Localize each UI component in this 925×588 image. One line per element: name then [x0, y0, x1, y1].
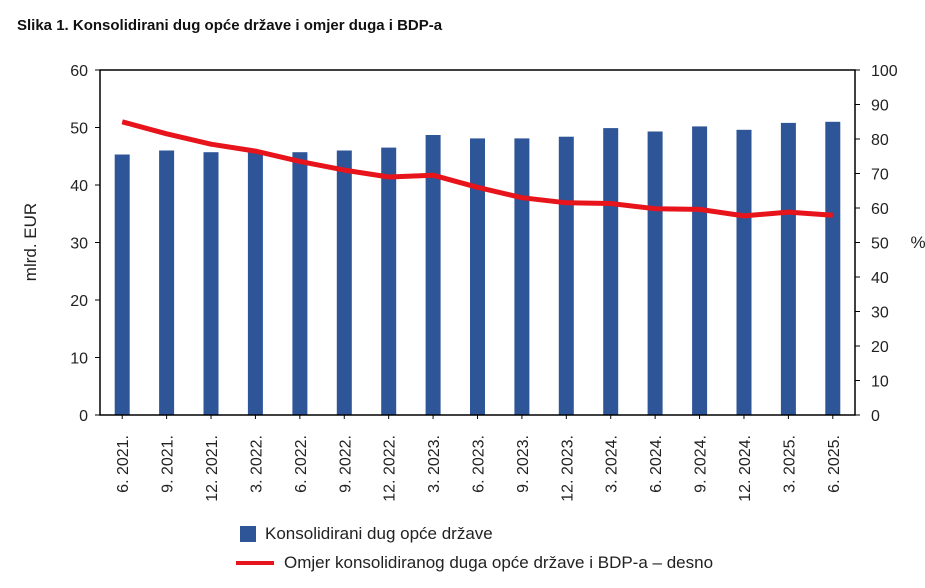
x-tick-label: 6. 2024.	[648, 435, 665, 493]
y-tick-label: 30	[70, 236, 88, 253]
x-tick-label: 12. 2024.	[737, 435, 754, 502]
y-axis-title: mlrd. EUR	[21, 203, 40, 281]
x-tick-label: 3. 2023.	[426, 435, 443, 493]
bar	[558, 136, 574, 415]
bar	[159, 150, 175, 415]
x-tick-label: 9. 2022.	[337, 435, 354, 493]
y2-tick-label: 0	[871, 408, 880, 425]
y2-tick-label: 80	[871, 132, 889, 149]
y-tick-label: 40	[70, 178, 88, 195]
y2-tick-label: 20	[871, 339, 889, 356]
bar	[514, 138, 530, 415]
bar	[425, 135, 441, 415]
chart-title: Slika 1. Konsolidirani dug opće države i…	[17, 17, 443, 34]
y2-tick-label: 50	[871, 236, 889, 253]
bar	[736, 129, 752, 416]
bar	[647, 131, 663, 415]
x-tick-label: 6. 2021.	[115, 435, 132, 493]
bar	[692, 126, 708, 416]
y-tick-label: 50	[70, 121, 88, 138]
bar	[114, 154, 130, 415]
line-series-ratio	[121, 119, 833, 219]
y2-tick-label: 70	[871, 167, 889, 184]
bar	[470, 138, 485, 415]
legend-item-ratio: Omjer konsolidiranog duga opće države i …	[236, 551, 714, 574]
bar	[203, 152, 219, 415]
x-tick-label: 12. 2021.	[204, 435, 221, 502]
x-tick-label: 3. 2025.	[781, 435, 798, 493]
bar	[381, 147, 397, 415]
y-tick-label: 20	[70, 293, 88, 310]
y2-tick-label: 30	[871, 305, 889, 322]
y2-tick-label: 100	[871, 63, 898, 80]
x-tick-label: 3. 2022.	[248, 435, 265, 493]
x-tick-label: 9. 2021.	[160, 435, 177, 493]
x-tick-label: 9. 2023.	[515, 435, 532, 493]
y2-tick-label: 10	[871, 374, 889, 391]
x-tick-label: 12. 2023.	[559, 435, 576, 502]
legend-label-debt: Konsolidirani dug opće države	[265, 523, 493, 543]
legend-swatch-line	[236, 560, 274, 565]
y2-tick-label: 60	[871, 201, 889, 218]
x-tick-label: 9. 2024.	[693, 435, 710, 493]
x-tick-label: 12. 2022.	[382, 435, 399, 502]
bar	[247, 151, 263, 415]
legend-item-debt: Konsolidirani dug opće države	[240, 522, 713, 545]
y-tick-label: 60	[70, 63, 88, 80]
x-tick-label: 6. 2023.	[471, 435, 488, 493]
bar	[292, 152, 308, 415]
legend: Konsolidirani dug opće države Omjer kons…	[236, 522, 714, 580]
y2-axis-title: %	[910, 233, 925, 252]
y-tick-label: 0	[79, 408, 88, 425]
y-tick-label: 10	[70, 351, 88, 368]
legend-swatch-bar	[240, 525, 256, 542]
bar	[825, 121, 841, 416]
y2-tick-label: 40	[871, 270, 889, 287]
x-tick-label: 6. 2022.	[293, 435, 310, 493]
bar	[336, 150, 352, 415]
x-tick-label: 3. 2024.	[604, 435, 621, 493]
x-tick-label: 6. 2025.	[826, 435, 843, 493]
y2-tick-label: 90	[871, 98, 889, 115]
bar	[603, 128, 619, 415]
bar	[780, 122, 796, 416]
legend-label-ratio: Omjer konsolidiranog duga opće države i …	[284, 552, 714, 572]
